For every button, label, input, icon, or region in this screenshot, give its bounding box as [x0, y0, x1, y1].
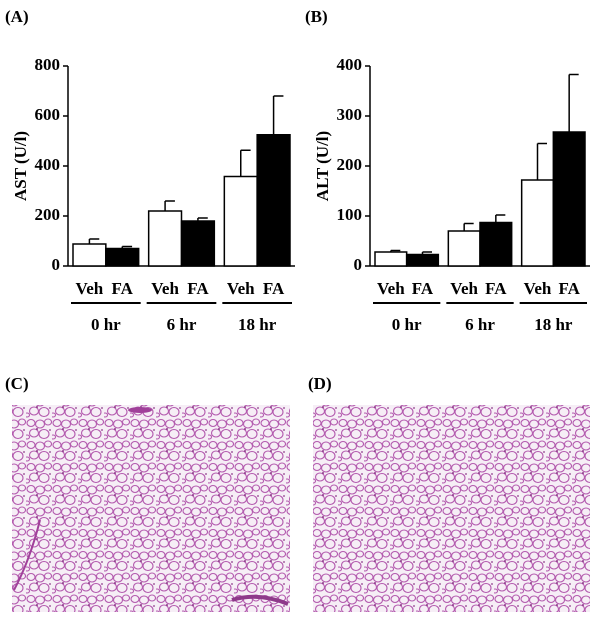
x-tick-label: 0 hr — [91, 315, 121, 334]
histology-image — [12, 405, 290, 612]
x-tick-label: 18 hr — [534, 315, 573, 334]
panel-label: (B) — [305, 7, 328, 26]
bar-label: Veh — [377, 279, 405, 298]
x-tick-label: 18 hr — [238, 315, 277, 334]
bar-label: FA — [187, 279, 209, 298]
bar — [520, 179, 555, 267]
bar — [72, 243, 107, 267]
y-tick-label: 200 — [35, 205, 61, 224]
x-tick-label: 6 hr — [167, 315, 197, 334]
y-tick-label: 400 — [35, 155, 61, 174]
bar — [479, 221, 513, 267]
y-tick-label: 0 — [354, 255, 363, 274]
bar-label: FA — [558, 279, 580, 298]
bar — [180, 220, 216, 267]
bar-label: Veh — [227, 279, 255, 298]
tissue-feature — [231, 594, 289, 606]
y-tick-label: 200 — [337, 155, 363, 174]
bar — [223, 175, 258, 267]
bar-label: Veh — [151, 279, 179, 298]
bar — [147, 210, 183, 267]
bar — [256, 134, 291, 267]
panel-label: (A) — [5, 7, 29, 26]
bar-label: FA — [263, 279, 285, 298]
bar-label: FA — [485, 279, 507, 298]
panel-label: (D) — [308, 374, 332, 393]
tissue-feature — [128, 407, 152, 413]
y-axis-label: ALT (U/l) — [313, 131, 332, 201]
y-tick-label: 0 — [52, 255, 61, 274]
bar — [105, 247, 140, 267]
tissue-feature — [13, 519, 41, 591]
y-tick-label: 600 — [35, 105, 61, 124]
bar-label: FA — [412, 279, 434, 298]
y-tick-label: 300 — [337, 105, 363, 124]
histology-image — [313, 405, 590, 612]
x-tick-label: 6 hr — [465, 315, 495, 334]
bar-label: Veh — [76, 279, 104, 298]
y-axis-label: AST (U/l) — [11, 131, 30, 201]
panel-label: (C) — [5, 374, 29, 393]
bar — [405, 253, 440, 267]
bar-label: FA — [112, 279, 134, 298]
y-tick-label: 100 — [337, 205, 363, 224]
bar — [447, 230, 481, 267]
y-tick-label: 800 — [35, 55, 61, 74]
x-tick-label: 0 hr — [392, 315, 422, 334]
bar-label: Veh — [524, 279, 552, 298]
bar — [552, 131, 586, 267]
y-tick-label: 400 — [337, 55, 363, 74]
bar-label: Veh — [450, 279, 478, 298]
bar — [374, 251, 408, 267]
